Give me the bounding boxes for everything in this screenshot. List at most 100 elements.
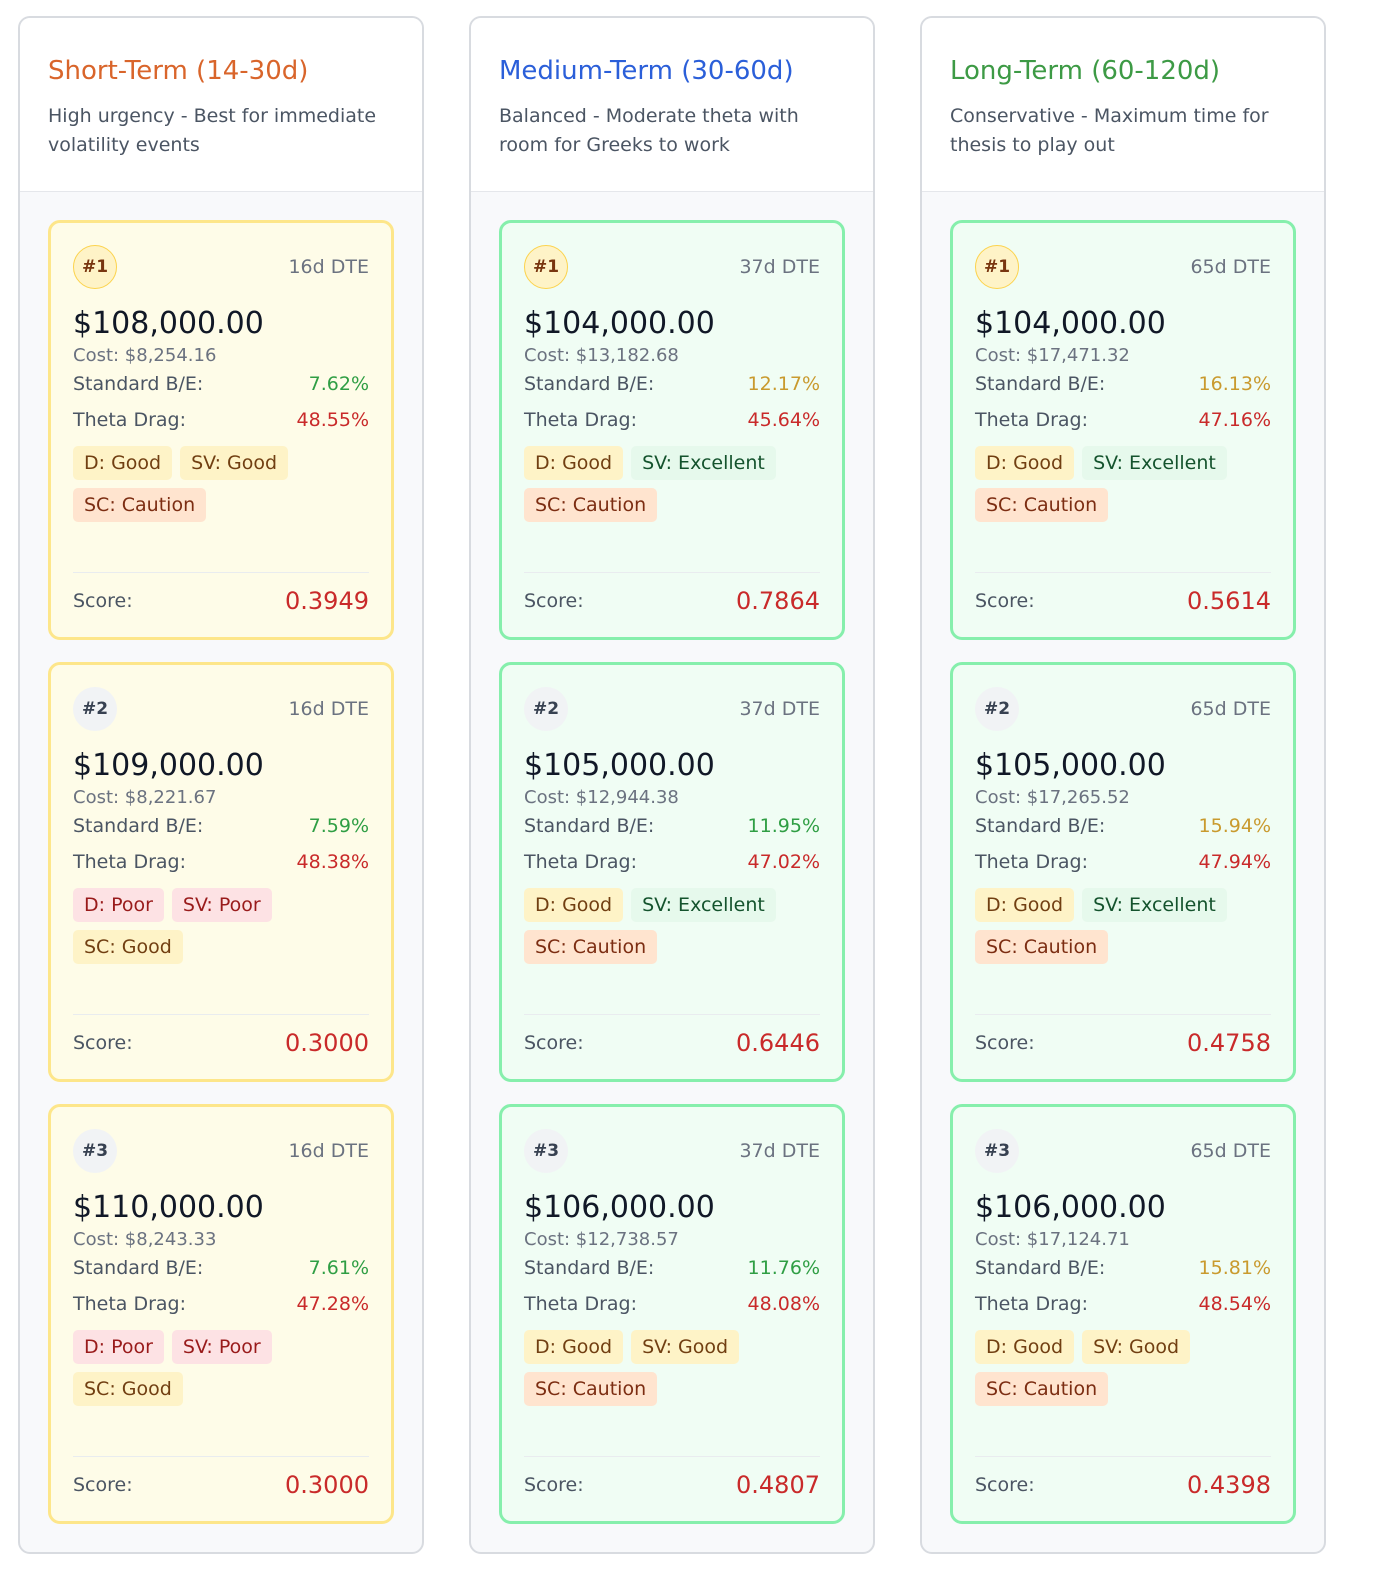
theta-drag-label: Theta Drag: (73, 409, 187, 431)
rating-badge: SV: Excellent (631, 888, 776, 922)
strike-price: $105,000.00 (975, 748, 1166, 783)
score-label: Score: (524, 1474, 584, 1496)
term-column: Short-Term (14-30d) High urgency - Best f… (18, 16, 424, 1554)
option-card[interactable]: #1 65d DTE $104,000.00 Cost: $17,471.32 Stan… (950, 220, 1296, 640)
breakeven-row: Standard B/E: 7.61% (73, 1250, 369, 1286)
strike-price: $106,000.00 (524, 1190, 715, 1225)
option-card-list: #1 37d DTE $104,000.00 Cost: $13,182.68 Stan… (471, 192, 873, 1524)
theta-drag-value: 47.28% (296, 1293, 369, 1315)
score-value: 0.6446 (736, 1029, 820, 1057)
option-card[interactable]: #2 37d DTE $105,000.00 Cost: $12,944.38 Stan… (499, 662, 845, 1082)
rating-badge: SC: Caution (975, 930, 1109, 964)
rating-badge: D: Good (975, 1330, 1075, 1364)
rank-badge: #1 (524, 245, 568, 289)
score-label: Score: (524, 1032, 584, 1054)
theta-drag-row: Theta Drag: 47.28% (73, 1286, 369, 1322)
breakeven-value: 7.61% (308, 1257, 369, 1279)
breakeven-value: 15.81% (1198, 1257, 1271, 1279)
option-card[interactable]: #2 16d DTE $109,000.00 Cost: $8,221.67 Stand… (48, 662, 394, 1082)
breakeven-value: 15.94% (1198, 815, 1271, 837)
score-label: Score: (975, 1032, 1035, 1054)
rating-badge: D: Good (524, 446, 624, 480)
rank-badge: #1 (73, 245, 117, 289)
theta-drag-value: 48.08% (747, 1293, 820, 1315)
rating-tags: D: Good SV: Good SC: Caution (73, 446, 373, 522)
option-card[interactable]: #1 37d DTE $104,000.00 Cost: $13,182.68 Stan… (499, 220, 845, 640)
card-header: #1 37d DTE (524, 245, 820, 289)
rating-badge: SC: Caution (73, 488, 207, 522)
column-title: Short-Term (14-30d) (48, 56, 309, 86)
rating-tags: D: Good SV: Good SC: Caution (524, 1330, 824, 1406)
theta-drag-value: 45.64% (747, 409, 820, 431)
score-label: Score: (73, 590, 133, 612)
cost-value: Cost: $8,254.16 (73, 345, 217, 366)
theta-drag-value: 48.55% (296, 409, 369, 431)
strike-price: $104,000.00 (975, 306, 1166, 341)
option-card[interactable]: #2 65d DTE $105,000.00 Cost: $17,265.52 Stan… (950, 662, 1296, 1082)
option-card[interactable]: #1 16d DTE $108,000.00 Cost: $8,254.16 Stand… (48, 220, 394, 640)
score-value: 0.3000 (285, 1029, 369, 1057)
rating-badge: SC: Caution (975, 488, 1109, 522)
rating-tags: D: Good SV: Excellent SC: Caution (524, 888, 824, 964)
score-label: Score: (73, 1032, 133, 1054)
rating-badge: SV: Excellent (1082, 446, 1227, 480)
breakeven-label: Standard B/E: (524, 815, 655, 837)
rank-badge: #2 (524, 687, 568, 731)
rating-badge: SV: Good (180, 446, 289, 480)
breakeven-row: Standard B/E: 12.17% (524, 366, 820, 402)
strike-price: $108,000.00 (73, 306, 264, 341)
rating-tags: D: Good SV: Good SC: Caution (975, 1330, 1275, 1406)
theta-drag-value: 47.94% (1198, 851, 1271, 873)
rating-badge: SC: Caution (524, 1372, 658, 1406)
rank-badge: #3 (524, 1129, 568, 1173)
score-label: Score: (73, 1474, 133, 1496)
score-row: Score: 0.4398 (975, 1456, 1271, 1499)
rating-badge: SC: Good (73, 930, 183, 964)
score-value: 0.4398 (1187, 1471, 1271, 1499)
card-header: #2 65d DTE (975, 687, 1271, 731)
option-card[interactable]: #3 37d DTE $106,000.00 Cost: $12,738.57 Stan… (499, 1104, 845, 1524)
rating-badge: SV: Excellent (1082, 888, 1227, 922)
dte-label: 16d DTE (288, 698, 369, 720)
score-row: Score: 0.3000 (73, 1456, 369, 1499)
theta-drag-value: 47.16% (1198, 409, 1271, 431)
breakeven-row: Standard B/E: 11.76% (524, 1250, 820, 1286)
dte-label: 37d DTE (739, 698, 820, 720)
breakeven-row: Standard B/E: 16.13% (975, 366, 1271, 402)
term-column: Medium-Term (30-60d) Balanced - Moderate … (469, 16, 875, 1554)
rating-badge: D: Good (975, 888, 1075, 922)
rating-badge: SC: Caution (524, 488, 658, 522)
dte-label: 37d DTE (739, 1140, 820, 1162)
breakeven-label: Standard B/E: (73, 815, 204, 837)
rating-badge: D: Poor (73, 888, 164, 922)
score-label: Score: (975, 590, 1035, 612)
option-card-list: #1 65d DTE $104,000.00 Cost: $17,471.32 Stan… (922, 192, 1324, 1524)
score-row: Score: 0.3949 (73, 572, 369, 615)
rating-badge: SV: Excellent (631, 446, 776, 480)
rating-badge: D: Good (975, 446, 1075, 480)
score-row: Score: 0.5614 (975, 572, 1271, 615)
card-header: #3 65d DTE (975, 1129, 1271, 1173)
breakeven-row: Standard B/E: 15.81% (975, 1250, 1271, 1286)
breakeven-value: 7.62% (308, 373, 369, 395)
theta-drag-label: Theta Drag: (524, 409, 638, 431)
column-header: Medium-Term (30-60d) Balanced - Moderate … (471, 18, 873, 192)
rating-tags: D: Poor SV: Poor SC: Good (73, 888, 373, 964)
theta-drag-row: Theta Drag: 47.02% (524, 844, 820, 880)
rank-badge: #2 (73, 687, 117, 731)
breakeven-value: 7.59% (308, 815, 369, 837)
score-value: 0.3949 (285, 587, 369, 615)
option-card[interactable]: #3 16d DTE $110,000.00 Cost: $8,243.33 Stand… (48, 1104, 394, 1524)
column-header: Long-Term (60-120d) Conservative - Maximu… (922, 18, 1324, 192)
theta-drag-label: Theta Drag: (73, 1293, 187, 1315)
option-card[interactable]: #3 65d DTE $106,000.00 Cost: $17,124.71 Stan… (950, 1104, 1296, 1524)
rating-tags: D: Good SV: Excellent SC: Caution (975, 446, 1275, 522)
theta-drag-row: Theta Drag: 48.55% (73, 402, 369, 438)
score-label: Score: (524, 590, 584, 612)
dte-label: 65d DTE (1190, 256, 1271, 278)
column-description: High urgency - Best for immediate volati… (48, 105, 377, 156)
cost-value: Cost: $13,182.68 (524, 345, 679, 366)
theta-drag-row: Theta Drag: 48.38% (73, 844, 369, 880)
rating-tags: D: Good SV: Excellent SC: Caution (975, 888, 1275, 964)
rating-badge: SC: Caution (524, 930, 658, 964)
